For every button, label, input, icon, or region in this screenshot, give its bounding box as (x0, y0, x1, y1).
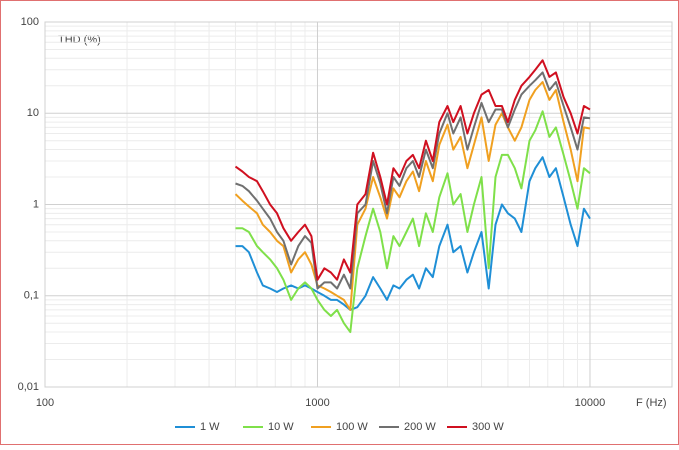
series-line (234, 81, 591, 311)
x-tick-label: 100 (36, 397, 54, 409)
legend-label: 1 W (200, 421, 220, 433)
y-tick-label: 0,01 (18, 381, 39, 393)
legend-label: 300 W (472, 421, 504, 433)
plot-area (44, 21, 673, 388)
y-tick-label: 0,1 (24, 290, 39, 302)
series-line (235, 156, 591, 311)
y-tick-label: 1 (33, 198, 39, 210)
legend-label: 10 W (268, 421, 294, 433)
series-line (234, 59, 591, 281)
y-tick-label: 10 (27, 107, 39, 119)
x-tick-label: 10000 (575, 397, 606, 409)
legend-label: 100 W (336, 421, 368, 433)
legend-label: 200 W (404, 421, 436, 433)
y-axis-label: THD (%) (58, 34, 101, 46)
series-line (235, 71, 591, 290)
x-tick-label: 1000 (305, 397, 329, 409)
x-axis-label: F (Hz) (636, 397, 667, 409)
series-line (235, 110, 591, 334)
y-tick-label: 100 (21, 16, 39, 28)
